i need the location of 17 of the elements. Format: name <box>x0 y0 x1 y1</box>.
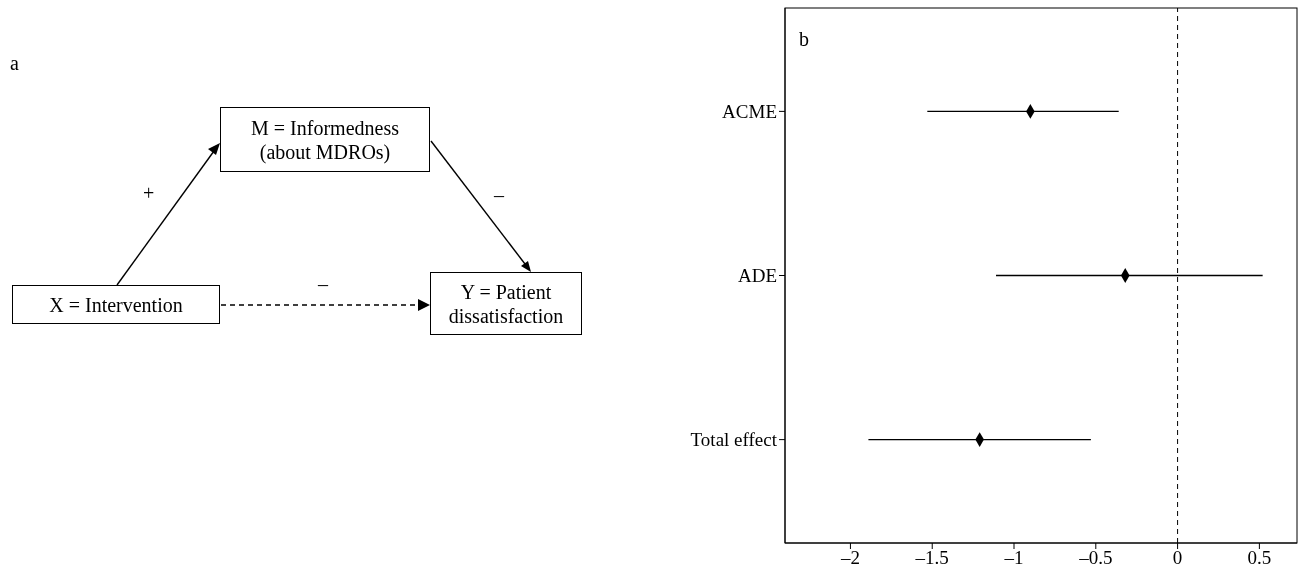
x-tick-label: –0.5 <box>1078 547 1113 569</box>
text-box: X = Intervention <box>12 285 220 324</box>
text: a <box>10 52 19 75</box>
annotation: b <box>799 28 809 50</box>
x-tick-label: –1.5 <box>914 547 949 569</box>
text: – <box>494 184 504 207</box>
x-tick-label: –1 <box>1003 547 1024 569</box>
text: – <box>318 273 328 296</box>
text: + <box>143 182 155 205</box>
y-tick-label: ACME <box>722 101 777 123</box>
text-box: M = Informedness (about MDROs) <box>220 107 430 172</box>
y-tick-label: Total effect <box>690 429 778 451</box>
y-tick-label: ADE <box>737 265 777 287</box>
x-tick-label: –2 <box>839 547 860 569</box>
x-tick-label: 0.5 <box>1247 547 1272 569</box>
text-box: Y = Patient dissatisfaction <box>430 272 582 335</box>
x-tick-label: 0 <box>1172 547 1183 569</box>
